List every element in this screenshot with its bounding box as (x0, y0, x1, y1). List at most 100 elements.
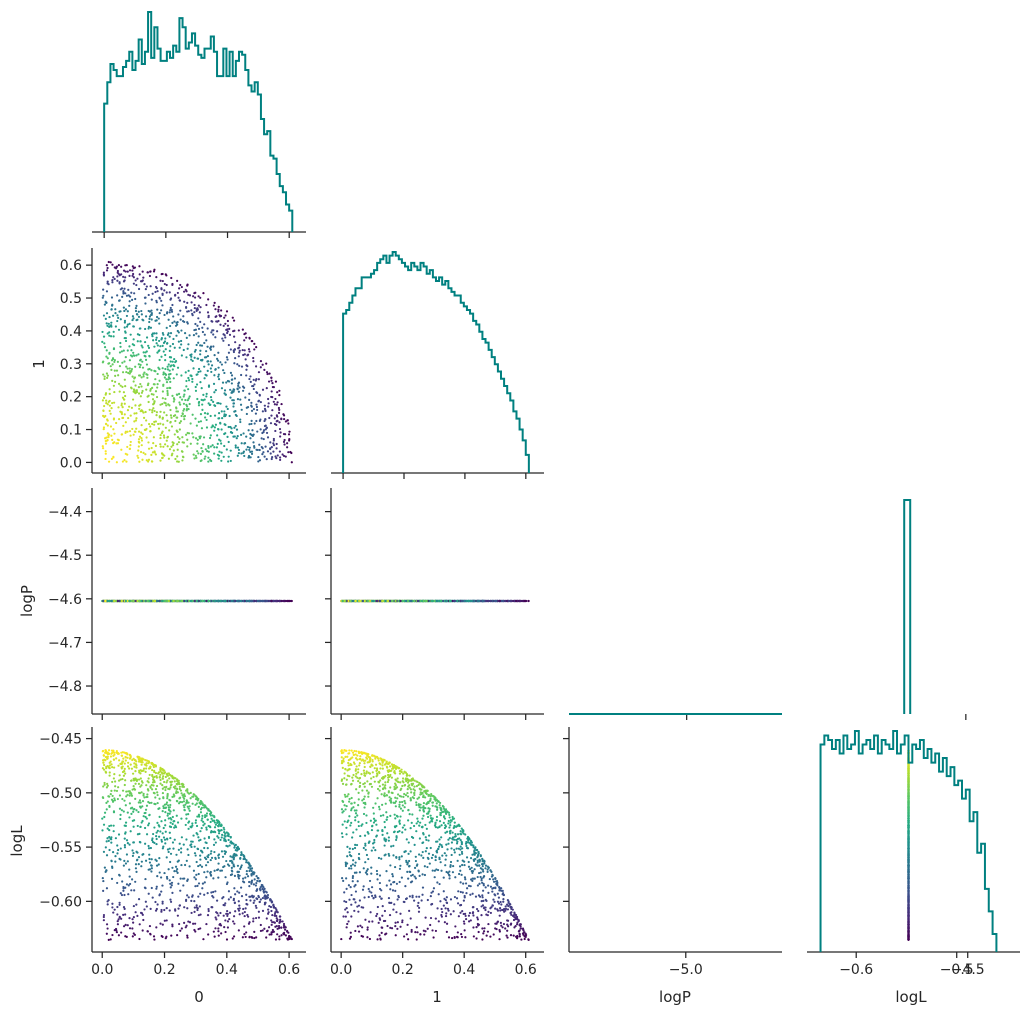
scatter-point (225, 356, 229, 359)
scatter-point (105, 322, 108, 325)
scatter-point (271, 382, 274, 385)
scatter-point (178, 787, 181, 791)
scatter-point (272, 450, 275, 453)
scatter-point (188, 805, 191, 808)
scatter-point (222, 339, 225, 342)
scatter-point (166, 392, 169, 395)
scatter-point (286, 419, 289, 422)
scatter-point (237, 599, 241, 603)
scatter-point (158, 358, 161, 362)
scatter-point (126, 430, 129, 433)
scatter-point (140, 385, 143, 388)
scatter-point (256, 448, 259, 452)
scatter-point (105, 349, 108, 352)
scatter-point (150, 298, 153, 301)
scatter-point (224, 393, 227, 396)
scatter-point (217, 930, 220, 933)
scatter-point (218, 417, 221, 420)
scatter-point (200, 427, 204, 430)
scatter-point (162, 775, 165, 778)
scatter-point (163, 282, 166, 286)
scatter-point (106, 424, 109, 427)
scatter-point (166, 848, 170, 851)
scatter-point (213, 869, 216, 872)
scatter-point (521, 599, 524, 603)
scatter-point (237, 382, 240, 385)
scatter-point (152, 270, 156, 273)
scatter-point (201, 330, 205, 334)
scatter-point (119, 345, 122, 348)
scatter-point (137, 310, 140, 313)
scatter-point (127, 288, 130, 291)
scatter-point (273, 417, 276, 420)
scatter-point (507, 599, 510, 603)
scatter-point (197, 304, 200, 307)
scatter-point (147, 346, 151, 349)
scatter-point (112, 758, 115, 761)
scatter-point (183, 921, 186, 924)
scatter-point (268, 599, 271, 603)
scatter-point (135, 427, 138, 430)
scatter-point (223, 415, 226, 418)
scatter-point (145, 388, 148, 391)
scatter-point (110, 457, 114, 460)
scatter-point (215, 357, 219, 360)
scatter-point (205, 418, 208, 422)
scatter-point (123, 309, 126, 313)
scatter-point (202, 436, 206, 439)
scatter-point (201, 599, 204, 603)
scatter-point (201, 450, 204, 453)
scatter-point (131, 298, 134, 301)
scatter-point (252, 387, 255, 391)
scatter-point (220, 428, 223, 431)
scatter-point (249, 450, 252, 453)
scatter-point (228, 327, 231, 330)
scatter-point (134, 797, 137, 800)
scatter-point (150, 599, 153, 603)
scatter-point (116, 275, 119, 278)
scatter-point (173, 398, 176, 401)
scatter-point (212, 329, 215, 332)
scatter-point (160, 337, 164, 340)
scatter-point (161, 599, 164, 603)
scatter-point (162, 350, 165, 353)
scatter-point (144, 410, 147, 414)
scatter-point (135, 766, 138, 769)
scatter-point (245, 412, 248, 416)
scatter-point (140, 280, 144, 283)
scatter-point (270, 457, 273, 461)
scatter-point (269, 441, 272, 444)
scatter-point (184, 823, 187, 827)
scatter-point (187, 379, 191, 382)
scatter-point (222, 455, 225, 458)
scatter-point (256, 430, 259, 433)
scatter-point (236, 435, 239, 438)
scatter-point (181, 436, 184, 439)
scatter-point (151, 398, 155, 401)
panels: 0.00.10.20.30.40.50.6−4.8−4.7−4.6−4.5−4.… (39, 11, 1020, 978)
scatter-point (217, 308, 220, 311)
scatter-point (258, 419, 261, 422)
scatter-point (232, 402, 235, 405)
scatter-point (279, 456, 282, 459)
scatter-point (260, 445, 263, 449)
scatter-point (169, 860, 172, 864)
scatter-point (161, 331, 164, 335)
scatter-point (129, 443, 132, 447)
scatter-point (195, 456, 198, 459)
scatter-point (125, 370, 128, 374)
scatter-point (217, 454, 221, 457)
scatter-point (187, 310, 190, 313)
scatter-point (240, 452, 243, 455)
scatter-point (476, 599, 479, 603)
scatter-point (239, 398, 242, 401)
scatter-point (144, 859, 148, 862)
scatter-point (110, 368, 113, 371)
scatter-point (213, 404, 216, 407)
scatter-point (171, 394, 174, 397)
scatter-point (163, 871, 166, 875)
scatter-point (193, 311, 196, 314)
scatter-point (203, 846, 206, 850)
scatter-point (194, 922, 197, 925)
scatter-point (213, 391, 216, 394)
